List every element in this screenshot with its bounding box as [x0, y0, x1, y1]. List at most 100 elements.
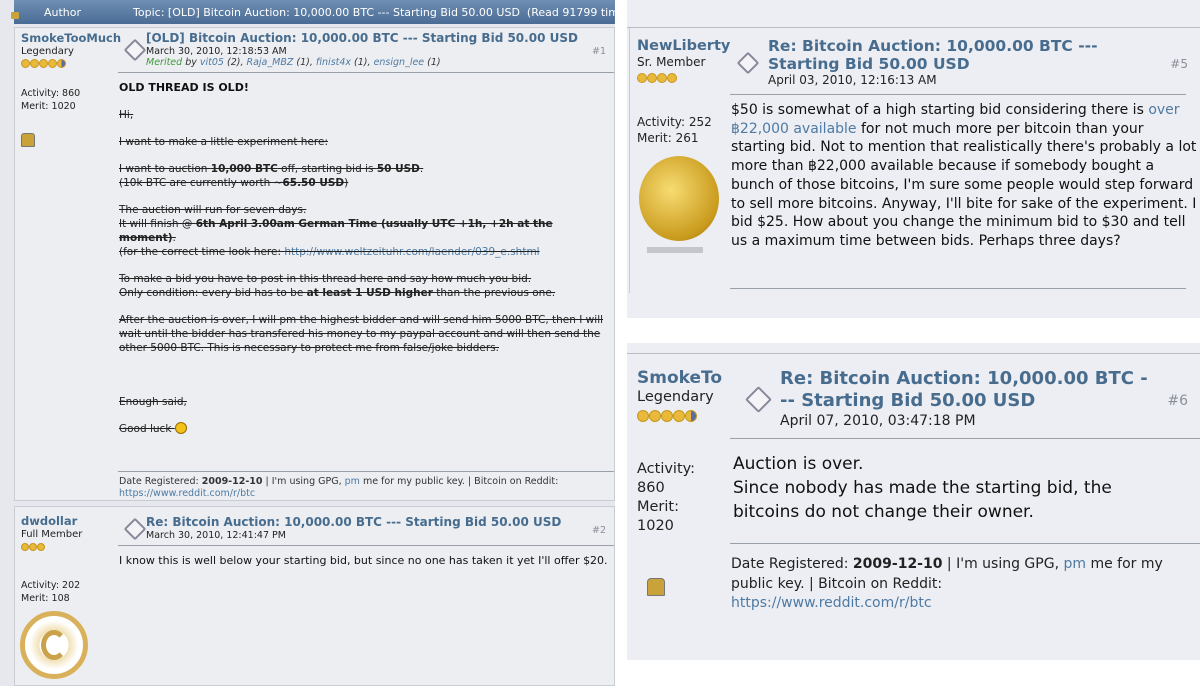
body-text: Only condition: every bid has to be	[119, 287, 307, 299]
post-date: April 07, 2010, 03:47:18 PM	[780, 413, 976, 429]
merit-count: (1)	[424, 57, 441, 68]
user-avatar	[20, 611, 88, 679]
author-column-label: Author	[44, 5, 82, 19]
body-text: I want to make a little experiment here:	[119, 136, 329, 148]
post-number[interactable]: #5	[1170, 57, 1188, 71]
post-author[interactable]: dwdollar	[21, 514, 78, 528]
post-author[interactable]: SmokeTo	[637, 368, 723, 388]
divider	[730, 94, 1186, 95]
merit: Merit: 261	[637, 131, 699, 145]
post-date: March 30, 2010, 12:18:53 AM	[146, 46, 287, 57]
activity-value: 860	[637, 480, 665, 496]
body-text: 10,000 BTC	[210, 163, 278, 175]
post-6: SmokeTo Legendary Activity: 860 Merit: 1…	[627, 343, 1200, 660]
signature: Date Registered: 2009-12-10 | I'm using …	[731, 556, 1163, 611]
body-text: Hi,	[119, 109, 134, 121]
user-profile-icon[interactable]	[21, 133, 35, 147]
user-rank: Legendary	[21, 46, 74, 57]
body-paragraph: After the auction is over, I will pm the…	[119, 313, 609, 355]
rank-stars	[21, 58, 121, 71]
post-body: OLD THREAD IS OLD! Hi, I want to make a l…	[119, 81, 609, 449]
pm-link[interactable]: pm	[344, 476, 360, 487]
user-rank: Legendary	[637, 389, 714, 405]
post-2: dwdollar Full Member Activity: 202 Merit…	[14, 506, 615, 686]
rank-stars	[637, 70, 730, 86]
post-number[interactable]: #2	[591, 525, 606, 536]
gold-coin-avatar	[639, 156, 719, 241]
activity: Activity: 860	[21, 88, 81, 99]
post-number[interactable]: #1	[591, 46, 606, 57]
reddit-link[interactable]: https://www.reddit.com/r/btc	[731, 595, 932, 611]
post-headline: OLD THREAD IS OLD!	[119, 81, 249, 94]
body-text: I want to auction	[119, 163, 211, 175]
post-date: April 03, 2010, 12:16:13 AM	[768, 73, 937, 87]
merit: Merit: 108	[21, 593, 70, 604]
body-paragraph: I want to make a little experiment here:	[119, 135, 609, 149]
left-screenshot: Author Topic: [OLD] Bitcoin Auction: 10,…	[0, 0, 615, 686]
body-text: ~65.50 USD	[273, 177, 345, 189]
body-text: .	[172, 232, 176, 244]
merit-count: (2),	[223, 57, 247, 68]
divider	[730, 438, 1200, 439]
post-1: SmokeTooMuch Legendary Activity: 860 Mer…	[14, 27, 615, 501]
topic-icon	[123, 517, 147, 541]
body-text: (10k BTC are currently worth	[119, 177, 274, 189]
topic-icon	[745, 386, 772, 413]
body-text: (for the correct time look here:	[119, 246, 285, 258]
post-body: $50 is somewhat of a high starting bid c…	[731, 102, 1197, 249]
divider	[118, 545, 614, 546]
merit-value: 1020	[637, 518, 674, 534]
merit: Merit: 1020	[21, 101, 76, 112]
post-title[interactable]: Re: Bitcoin Auction: 10,000.00 BTC --- S…	[768, 37, 1098, 73]
rank-stars	[21, 541, 82, 554]
merit-user-link[interactable]: Raja_MBZ	[246, 57, 294, 68]
merit-user-link[interactable]: ensign_lee	[373, 57, 425, 68]
body-text: The auction will run for seven days.	[119, 204, 307, 216]
smiley-icon	[174, 422, 187, 434]
body-paragraph: I want to auction 10,000 BTC off, starti…	[119, 162, 609, 190]
body-paragraph: The auction will run for seven days. It w…	[119, 203, 609, 259]
time-link[interactable]: http://www.weltzeituhr.com/laender/039_e…	[284, 246, 540, 258]
body-text: To make a bid you have to post in this t…	[119, 273, 532, 285]
activity: Activity: 202	[21, 580, 81, 591]
user-profile-icon[interactable]	[647, 578, 665, 596]
available-link[interactable]: over ฿22,000 available	[731, 102, 1180, 137]
signature-divider	[730, 288, 1186, 289]
post-date: March 30, 2010, 12:41:47 PM	[146, 530, 286, 541]
post-title[interactable]: Re: Bitcoin Auction: 10,000.00 BTC --- S…	[780, 368, 1148, 411]
body-paragraph: To make a bid you have to post in this t…	[119, 272, 609, 300]
body-paragraph	[119, 368, 609, 382]
post-title[interactable]: [OLD] Bitcoin Auction: 10,000.00 BTC ---…	[146, 31, 578, 45]
avatar-scrollbar[interactable]	[647, 247, 703, 253]
merit-user-link[interactable]: vit05	[199, 57, 224, 68]
merit: Merit:	[637, 499, 679, 515]
merited-by: Merited by vit05 (2), Raja_MBZ (1), fini…	[146, 57, 441, 68]
body-paragraph: Good luck	[119, 422, 609, 436]
topic-icon	[123, 38, 147, 62]
post-number[interactable]: #6	[1167, 393, 1188, 409]
body-text: 6th April 3.00am German Time (usually UT…	[119, 218, 553, 244]
post-body: Auction is over. Since nobody has made t…	[733, 454, 1112, 522]
post-title[interactable]: Re: Bitcoin Auction: 10,000.00 BTC --- S…	[146, 515, 562, 529]
body-text: .	[419, 163, 424, 175]
post-author[interactable]: NewLiberty	[637, 38, 731, 54]
body-text: off, starting bid is	[277, 163, 377, 175]
activity: Activity:	[637, 461, 696, 477]
body-text: After the auction is over, I will pm the…	[119, 314, 604, 354]
rank-stars	[637, 407, 722, 426]
merit-user-link[interactable]: finist4x	[315, 57, 352, 68]
topic-title: Topic: [OLD] Bitcoin Auction: 10,000.00 …	[133, 5, 636, 19]
user-rank: Sr. Member	[637, 55, 706, 69]
user-rank: Full Member	[21, 529, 83, 540]
merit-count: (1),	[293, 57, 316, 68]
body-text: Good luck	[119, 423, 175, 435]
body-text: )	[344, 177, 349, 189]
body-text: Enough said,	[119, 396, 187, 408]
post-body: I know this is well below your starting …	[119, 554, 608, 567]
topic-icon	[736, 51, 760, 75]
post-author[interactable]: SmokeTooMuch	[21, 31, 122, 45]
pm-link[interactable]: pm	[1063, 556, 1087, 572]
body-text: It will finish @	[119, 218, 196, 230]
activity: Activity: 252	[637, 115, 712, 129]
reddit-link[interactable]: https://www.reddit.com/r/btc	[119, 488, 256, 499]
